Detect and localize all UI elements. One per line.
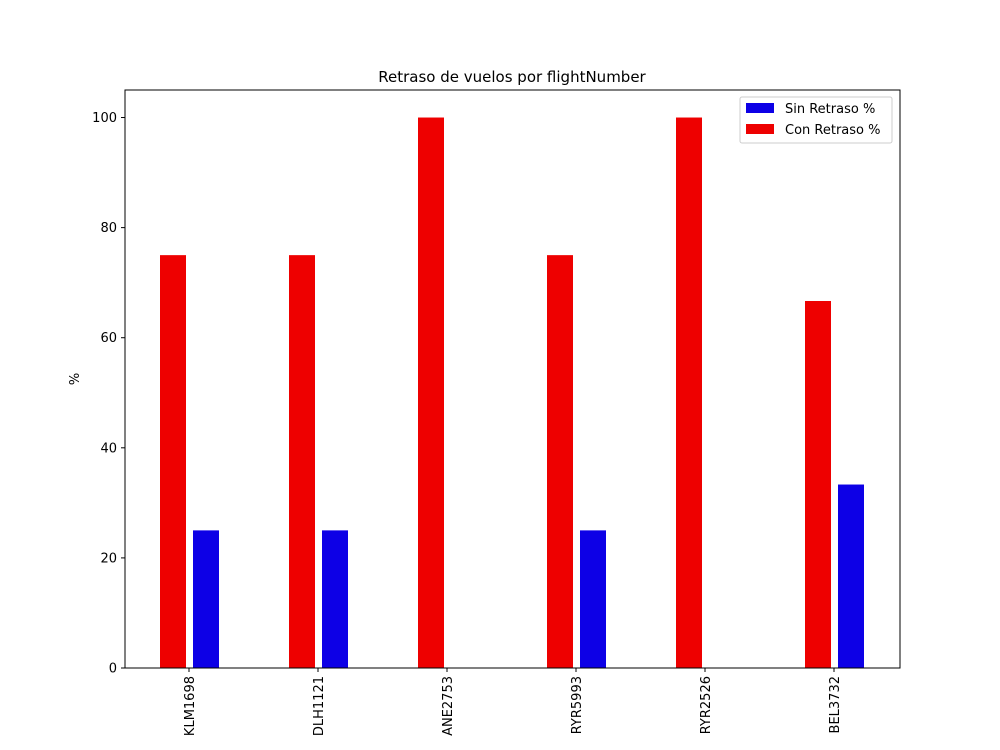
bar-sin-retraso bbox=[580, 530, 606, 668]
x-tick-label: DLH1121 bbox=[312, 676, 327, 736]
y-tick-label: 60 bbox=[100, 331, 117, 346]
bar-sin-retraso bbox=[193, 530, 219, 668]
plot-frame bbox=[124, 89, 901, 669]
legend-swatch-con-retraso bbox=[746, 124, 774, 134]
y-tick-label: 100 bbox=[92, 111, 117, 126]
legend-label-con-retraso: Con Retraso % bbox=[785, 123, 880, 138]
legend-box bbox=[739, 96, 893, 144]
legend-label-sin-retraso: Sin Retraso % bbox=[785, 102, 875, 117]
legend: Sin Retraso % Con Retraso % bbox=[739, 96, 893, 144]
bar-sin-retraso bbox=[322, 530, 348, 668]
bar-sin-retraso bbox=[838, 484, 864, 668]
bar-con-retraso bbox=[160, 255, 186, 668]
y-tick-label: 0 bbox=[109, 662, 117, 677]
x-tick-label: ANE2753 bbox=[441, 676, 456, 736]
x-tick-label: RYR5993 bbox=[570, 676, 585, 734]
legend-swatch-sin-retraso bbox=[746, 103, 774, 113]
bar-con-retraso bbox=[676, 117, 702, 669]
bar-con-retraso bbox=[289, 255, 315, 668]
x-tick-label: KLM1698 bbox=[183, 676, 198, 736]
bar-con-retraso bbox=[547, 255, 573, 668]
bar-con-retraso bbox=[805, 300, 831, 668]
x-tick-label: RYR2526 bbox=[699, 676, 714, 734]
y-tick-label: 20 bbox=[100, 551, 117, 566]
chart-title: Retraso de vuelos por flightNumber bbox=[378, 68, 646, 86]
x-tick-label: BEL3732 bbox=[828, 676, 843, 733]
plot-area: 0 20 40 60 80 100 KLM1698 DLH1121 ANE2753 RYR5993… bbox=[92, 111, 864, 736]
bar-con-retraso bbox=[418, 117, 444, 669]
y-axis-label: % bbox=[68, 373, 83, 385]
y-tick-label: 40 bbox=[100, 441, 117, 456]
y-tick-label: 80 bbox=[100, 221, 117, 236]
